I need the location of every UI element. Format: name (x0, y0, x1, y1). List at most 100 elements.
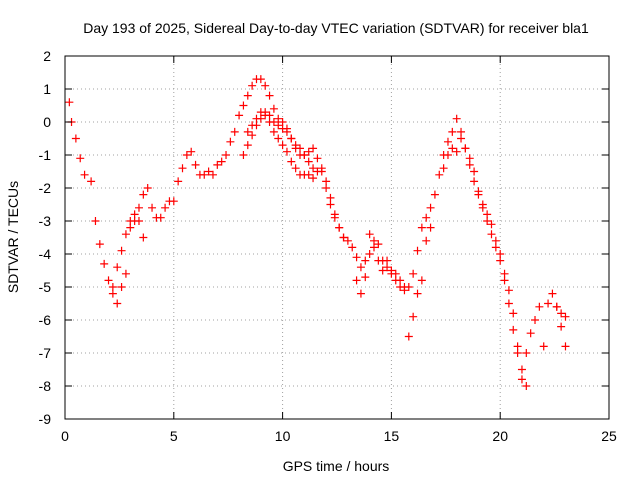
data-point (317, 164, 326, 173)
data-point (230, 127, 239, 136)
data-point (269, 127, 278, 136)
x-tick-labels: 0 5 10 15 20 25 (61, 428, 617, 444)
data-point (365, 230, 374, 239)
data-point (356, 263, 365, 272)
data-point (417, 276, 426, 285)
x-tick-label: 20 (492, 428, 508, 444)
series-5 (108, 217, 148, 308)
data-point (100, 259, 109, 268)
data-point (413, 246, 422, 255)
data-point (535, 302, 544, 311)
data-point (561, 312, 570, 321)
data-point (113, 263, 122, 272)
data-point (274, 121, 283, 130)
data-point (291, 141, 300, 150)
data-point (400, 283, 409, 291)
data-point (248, 121, 257, 130)
data-point (239, 101, 248, 110)
data-point (309, 164, 318, 173)
data-point (87, 177, 96, 186)
data-point (509, 309, 518, 318)
data-point (452, 114, 461, 123)
y-tick-label: 0 (43, 114, 51, 130)
y-tick-label: -8 (39, 378, 52, 394)
data-point (121, 269, 130, 278)
data-point (322, 177, 331, 186)
data-point (304, 170, 313, 179)
data-point (243, 91, 252, 100)
data-point (278, 124, 287, 133)
series-8 (439, 134, 526, 374)
data-point (187, 147, 196, 156)
data-point (526, 329, 535, 338)
data-point (291, 164, 300, 173)
data-point (557, 322, 566, 331)
data-point (313, 167, 322, 176)
data-point (269, 104, 278, 113)
data-point (330, 210, 339, 219)
y-tick-label: 2 (43, 48, 51, 64)
data-point (348, 243, 357, 252)
data-point (448, 127, 457, 136)
data-point (282, 127, 291, 136)
data-point (239, 151, 248, 159)
data-point (326, 193, 335, 202)
plot-frame (64, 55, 610, 420)
data-point (452, 147, 461, 156)
data-point (287, 157, 296, 166)
x-tick-label: 5 (170, 428, 178, 444)
x-tick-label: 15 (384, 428, 400, 444)
data-point (174, 177, 183, 186)
data-point (261, 81, 270, 90)
data-point (374, 240, 383, 249)
data-point (435, 170, 444, 179)
data-point (470, 177, 479, 186)
data-point (278, 141, 287, 150)
y-tick-label: -1 (39, 147, 52, 163)
data-point (387, 266, 396, 275)
y-tick-label: -2 (39, 180, 52, 196)
data-point (296, 144, 305, 153)
data-point (509, 325, 518, 334)
x-tick-label: 10 (275, 428, 291, 444)
data-point (134, 203, 143, 212)
data-point (369, 243, 378, 252)
data-point (126, 223, 135, 232)
data-point (448, 144, 457, 153)
data-point (76, 154, 85, 163)
data-point (80, 170, 89, 179)
series-10 (552, 302, 570, 321)
data-point (300, 151, 309, 159)
data-point (226, 137, 235, 146)
data-point (274, 134, 283, 143)
data-point (204, 167, 213, 176)
data-point (352, 276, 361, 285)
data-points (65, 75, 570, 390)
data-point (391, 269, 400, 278)
data-point (396, 276, 405, 285)
data-point (548, 289, 557, 298)
data-point (95, 240, 104, 249)
chart-title: Day 193 of 2025, Sidereal Day-to-day VTE… (83, 20, 589, 36)
y-tick-label: 1 (43, 81, 51, 97)
data-point (243, 127, 252, 136)
data-point (439, 164, 448, 173)
data-point (265, 91, 274, 100)
data-point (261, 108, 270, 117)
data-point (517, 375, 526, 384)
x-axis-title: GPS time / hours (283, 458, 390, 474)
x-tick-label: 25 (601, 428, 617, 444)
data-point (409, 312, 418, 321)
data-point (143, 184, 152, 192)
data-point (422, 213, 431, 222)
data-point (248, 131, 257, 140)
data-point (269, 118, 278, 126)
data-point (217, 157, 226, 166)
x-tick-label: 0 (61, 428, 69, 444)
data-point (200, 170, 209, 179)
data-point (309, 174, 318, 183)
data-point (496, 256, 505, 265)
data-point (409, 269, 418, 278)
data-point (313, 154, 322, 163)
